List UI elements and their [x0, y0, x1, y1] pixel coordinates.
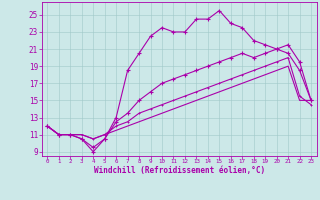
X-axis label: Windchill (Refroidissement éolien,°C): Windchill (Refroidissement éolien,°C) — [94, 166, 265, 175]
